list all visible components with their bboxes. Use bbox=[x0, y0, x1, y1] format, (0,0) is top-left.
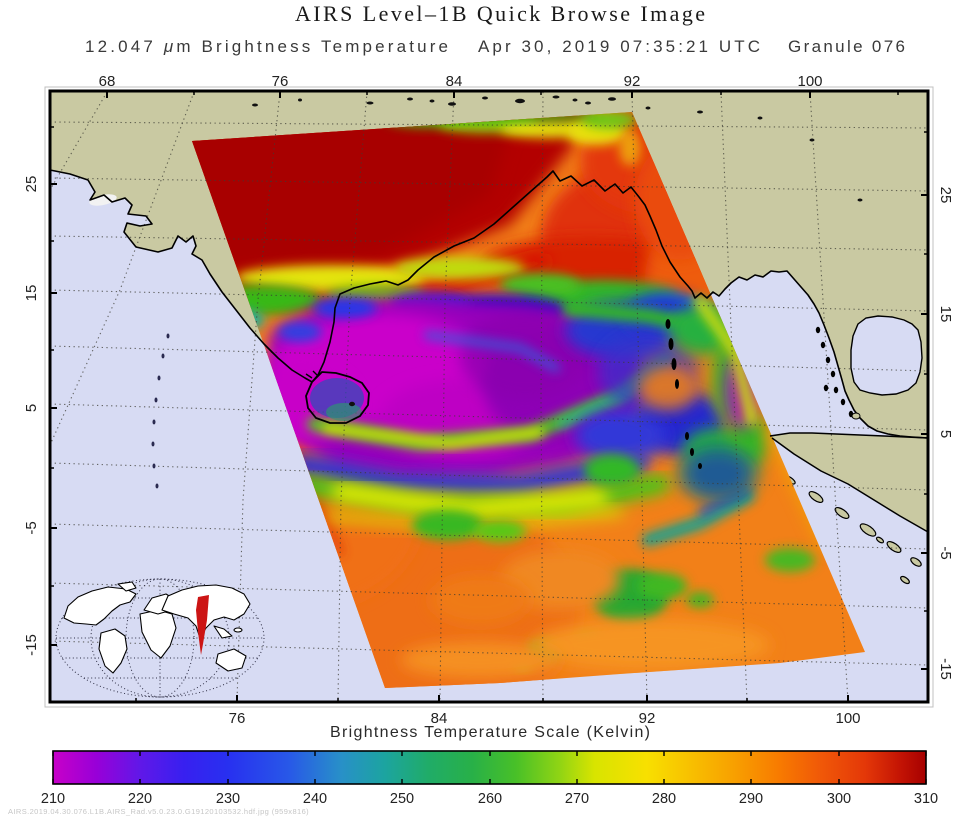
svg-text:230: 230 bbox=[216, 791, 240, 807]
svg-text:270: 270 bbox=[565, 791, 589, 807]
svg-text:68: 68 bbox=[99, 73, 116, 90]
svg-text:100: 100 bbox=[835, 710, 860, 727]
svg-text:84: 84 bbox=[431, 710, 448, 727]
svg-text:310: 310 bbox=[914, 791, 938, 807]
svg-text:240: 240 bbox=[303, 791, 327, 807]
svg-text:5: 5 bbox=[937, 430, 954, 438]
svg-text:280: 280 bbox=[652, 791, 676, 807]
svg-text:-15: -15 bbox=[23, 634, 40, 656]
svg-text:250: 250 bbox=[390, 791, 414, 807]
svg-text:-5: -5 bbox=[23, 521, 40, 534]
svg-text:290: 290 bbox=[739, 791, 763, 807]
svg-text:15: 15 bbox=[937, 306, 954, 323]
svg-text:210: 210 bbox=[41, 791, 65, 807]
svg-text:AIRS Level–1B Quick Browse Ima: AIRS Level–1B Quick Browse Image bbox=[295, 1, 705, 26]
svg-text:76: 76 bbox=[229, 710, 246, 727]
svg-text:Brightness Temperature Scale (: Brightness Temperature Scale (Kelvin) bbox=[330, 724, 650, 741]
svg-text:AIRS.2019.04.30.076.L1B.AIRS_R: AIRS.2019.04.30.076.L1B.AIRS_Rad.v5.0.23… bbox=[8, 807, 309, 816]
svg-text:15: 15 bbox=[23, 285, 40, 302]
svg-text:220: 220 bbox=[128, 791, 152, 807]
svg-text:300: 300 bbox=[827, 791, 851, 807]
svg-text:92: 92 bbox=[639, 710, 656, 727]
svg-text:-15: -15 bbox=[937, 658, 954, 680]
svg-text:25: 25 bbox=[23, 176, 40, 193]
svg-text:5: 5 bbox=[23, 404, 40, 412]
svg-text:-5: -5 bbox=[937, 546, 954, 559]
svg-text:100: 100 bbox=[797, 73, 822, 90]
svg-text:84: 84 bbox=[446, 73, 463, 90]
svg-text:92: 92 bbox=[624, 73, 641, 90]
svg-text:260: 260 bbox=[478, 791, 502, 807]
svg-text:12.047 μm Brightness Temperatu: 12.047 μm Brightness Temperature bbox=[85, 37, 448, 56]
svg-text:25: 25 bbox=[937, 187, 954, 204]
svg-text:76: 76 bbox=[272, 73, 289, 90]
svg-text:Granule 076: Granule 076 bbox=[788, 37, 905, 56]
